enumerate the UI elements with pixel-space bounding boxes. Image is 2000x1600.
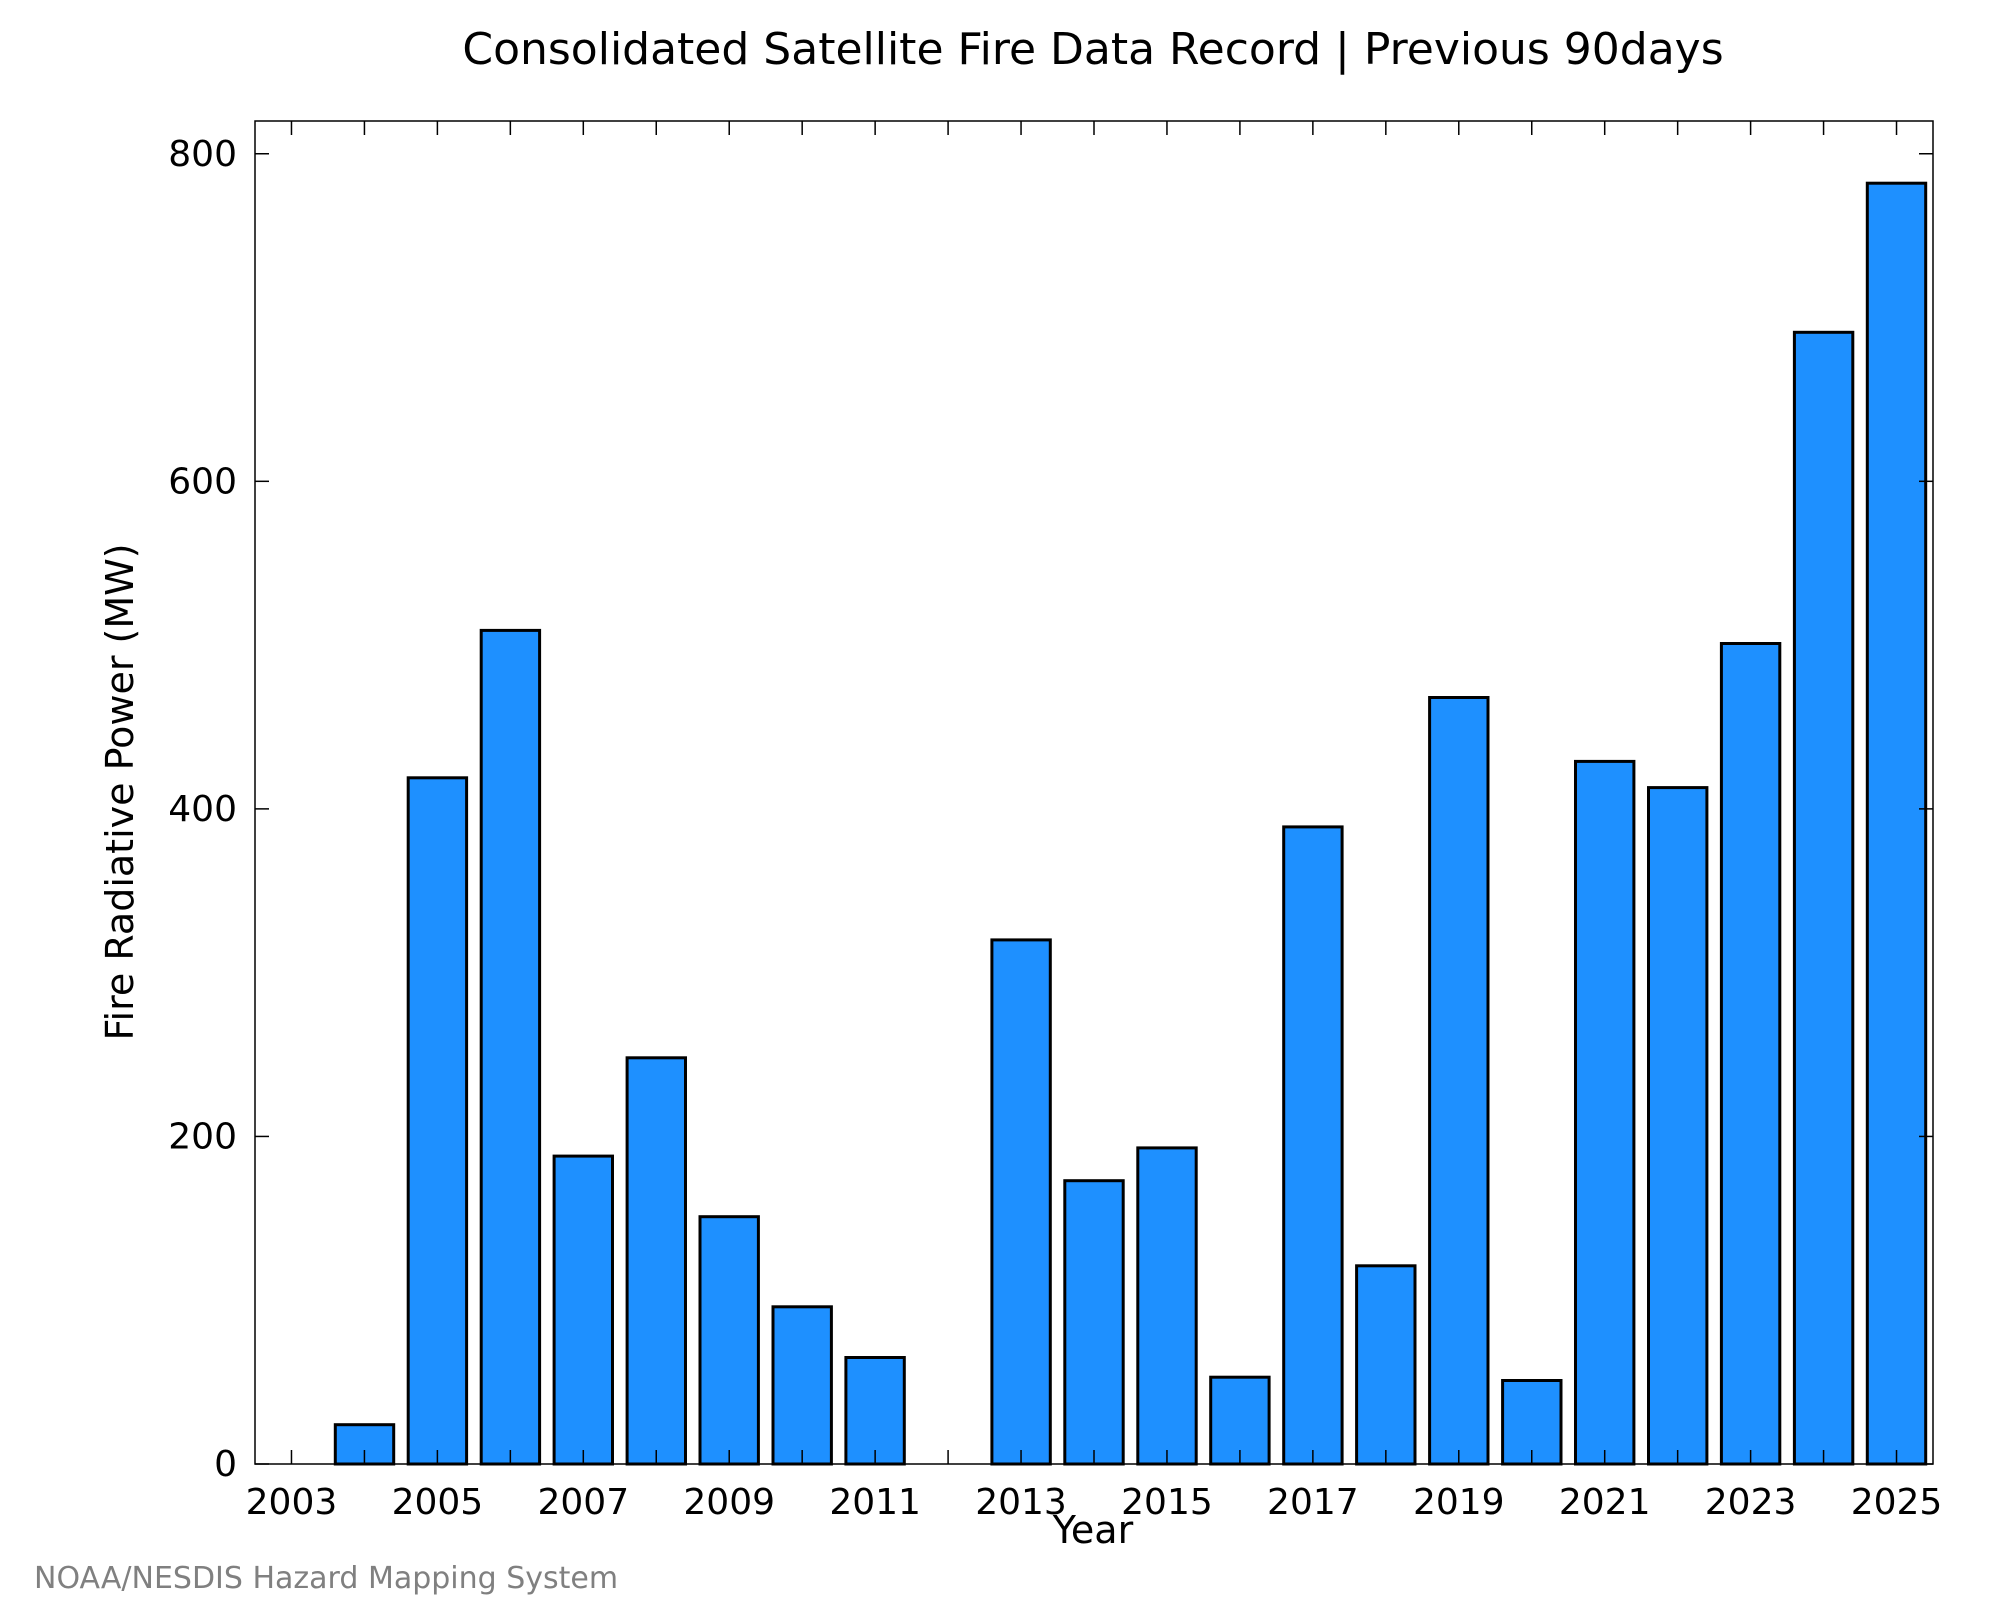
bar-2013 [990, 938, 1052, 1466]
chart-title: Consolidated Satellite Fire Data Record … [462, 24, 1723, 75]
x-tick-label: 2013 [975, 1482, 1067, 1523]
x-tick-label: 2005 [392, 1482, 484, 1523]
bar-2019 [1428, 696, 1490, 1466]
bar-2025 [1865, 181, 1928, 1466]
bar-2022 [1647, 786, 1709, 1466]
x-tick-label: 2025 [1851, 1482, 1943, 1523]
x-axis-ticks: 2003 2005 2007 2009 2011 2013 2015 2017 2019 2021… [246, 121, 1943, 1523]
x-tick-label: 2017 [1267, 1482, 1359, 1523]
x-tick-label: 2023 [1705, 1482, 1797, 1523]
x-tick-label: 2019 [1413, 1482, 1505, 1523]
bars-group [333, 181, 1928, 1466]
x-tick-label: 2009 [683, 1482, 775, 1523]
x-tick-label: 2011 [829, 1482, 921, 1523]
x-tick-label: 2015 [1121, 1482, 1213, 1523]
bar-2023 [1719, 642, 1782, 1466]
bar-2024 [1792, 330, 1855, 1466]
bar-2017 [1282, 825, 1344, 1466]
credit-text: NOAA/NESDIS Hazard Mapping System [34, 1561, 618, 1596]
bar-2015 [1136, 1146, 1198, 1466]
plot-frame [254, 120, 1934, 1465]
x-tick-label: 2007 [537, 1482, 629, 1523]
y-tick-label: 800 [168, 134, 237, 175]
bar-2010 [771, 1305, 833, 1466]
bar-2014 [1063, 1179, 1125, 1466]
bar-2005 [406, 776, 469, 1466]
x-axis-label: Year [1052, 1508, 1134, 1552]
y-tick-label: 600 [168, 461, 237, 502]
y-axis-ticks: 0 200 400 600 800 [168, 134, 1933, 1485]
bar-2008 [625, 1056, 687, 1466]
bar-2009 [698, 1215, 760, 1466]
bar-2007 [552, 1154, 614, 1466]
y-axis-label: Fire Radiative Power (MW) [98, 543, 142, 1040]
x-tick-label: 2021 [1559, 1482, 1651, 1523]
y-tick-label: 0 [214, 1444, 237, 1485]
y-tick-label: 400 [168, 789, 237, 830]
bar-2011 [844, 1356, 906, 1466]
x-tick-label: 2003 [246, 1482, 338, 1523]
bar-2021 [1574, 759, 1636, 1466]
bar-2006 [479, 628, 542, 1466]
y-tick-label: 200 [168, 1116, 237, 1157]
bar-2018 [1355, 1264, 1417, 1466]
